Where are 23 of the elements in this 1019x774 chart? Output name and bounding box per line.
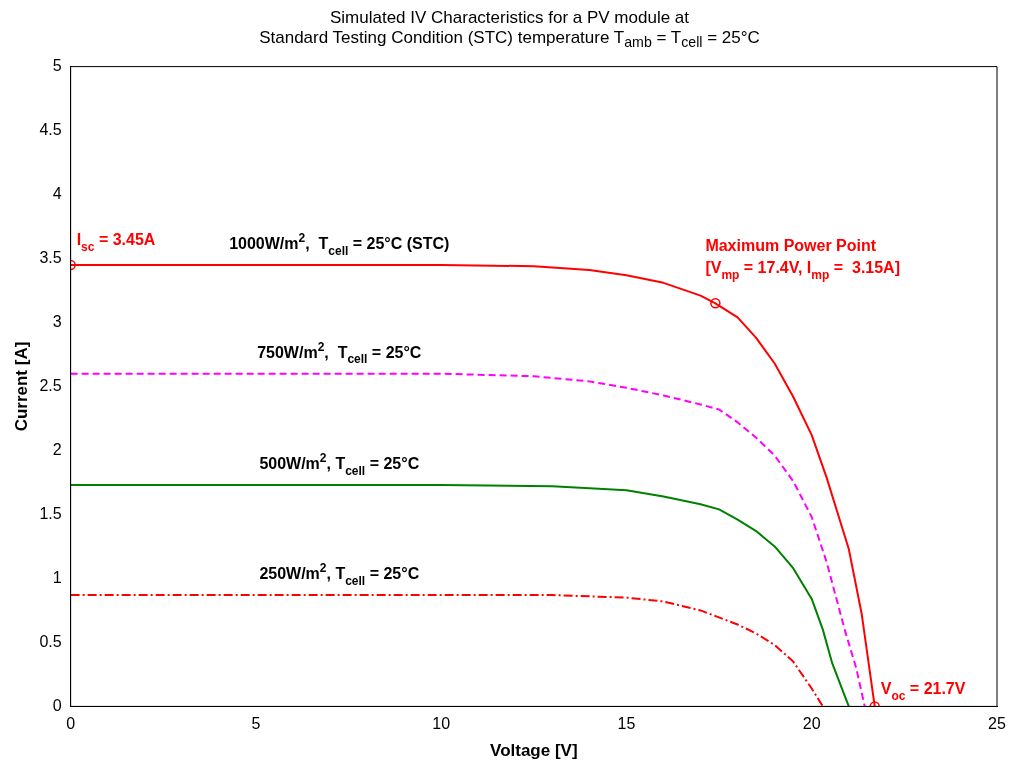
y-tick-label: 1.5 [39,504,62,522]
x-tick-label: 0 [66,715,76,733]
line-series [70,372,866,707]
y-tick-label: 2 [52,440,62,458]
x-tick-label: 20 [802,715,821,733]
y-tick-label: 3.5 [39,248,62,266]
x-tick-label: 25 [988,715,1006,733]
line-series [70,594,824,707]
y-tick-label: 0 [52,696,62,714]
x-axis-title: Voltage [V] [490,741,578,761]
point [710,298,721,309]
chart-title: Simulated IV Characteristics for a PV module at Standard Testing Condition (STC) temperature T$_{amb}$ = T$_{cell}$ = 25°C [258,8,761,53]
x-tick-label: 10 [432,715,451,733]
x-tick-label: 5 [251,715,261,733]
y-tick-label: 4.5 [39,120,62,138]
y-tick-label: 4 [52,184,62,202]
x-tick-label: 15 [617,715,636,733]
y-tick-label: 2.5 [39,376,62,394]
y-tick-label: 1 [52,568,62,586]
y-tick-label: 0.5 [39,632,62,650]
y-tick-label: 5 [52,57,62,75]
y-axis-title: Current [A] [11,341,31,432]
y-tick-label: 3 [52,312,62,330]
